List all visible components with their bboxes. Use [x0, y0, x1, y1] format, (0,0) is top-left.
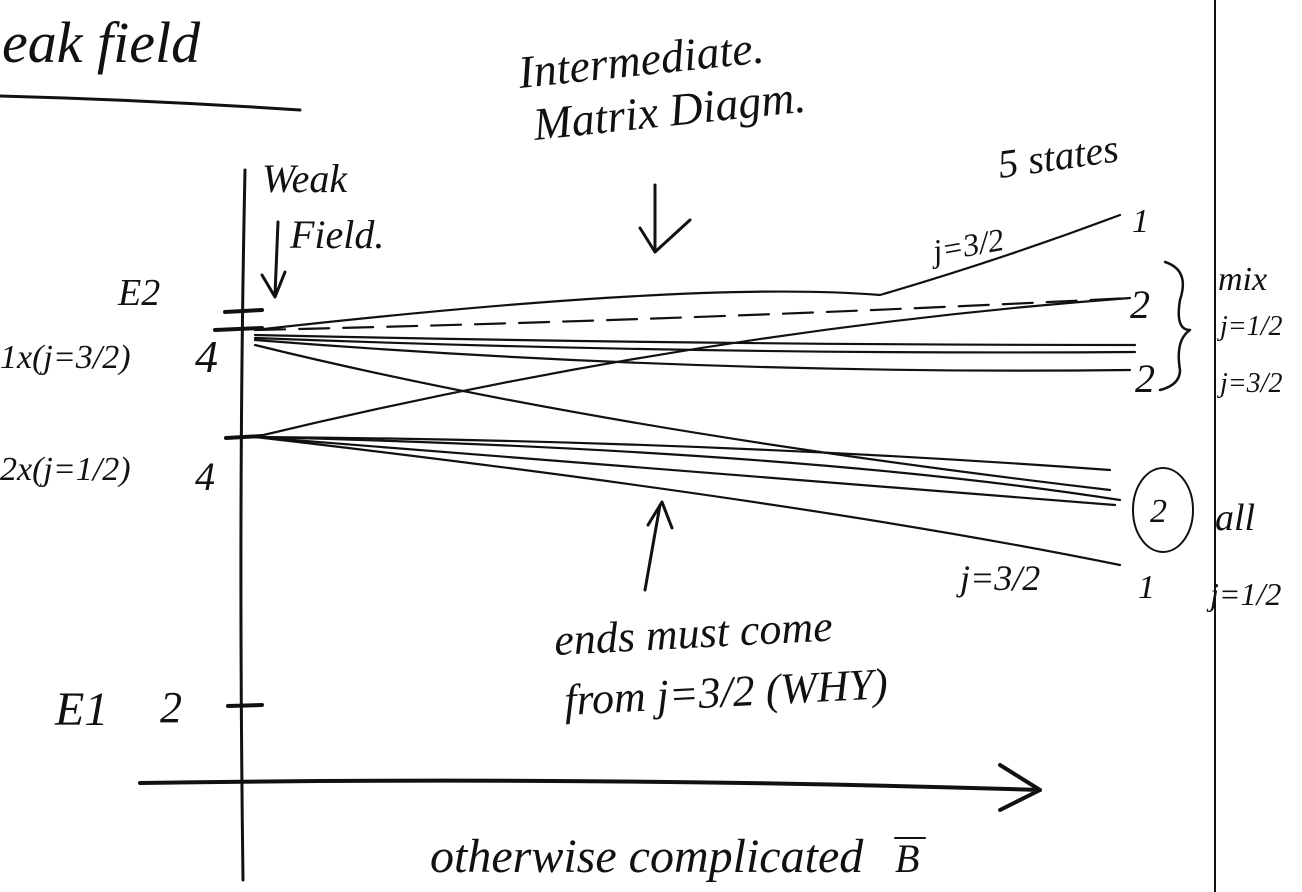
brace: [1160, 262, 1190, 390]
level-label: 4: [195, 454, 215, 499]
level-label: 4: [195, 331, 218, 382]
label: 2: [1135, 356, 1155, 401]
arrow: [645, 502, 672, 590]
tick: [215, 310, 262, 706]
label: mix: [1218, 261, 1267, 298]
title: eak field: [2, 10, 201, 75]
title-underline: [0, 96, 300, 110]
energy-axis: [241, 170, 245, 880]
label: j=3/2: [926, 221, 1006, 270]
level-label: 2: [160, 683, 182, 732]
axis-caption: otherwise complicated: [430, 830, 864, 883]
label: 2: [1150, 493, 1167, 530]
level-label: E1: [54, 683, 108, 736]
label: 1: [1138, 569, 1155, 606]
diagram: eak field Intermediate. Matrix Diagm. We…: [0, 0, 1302, 892]
note-text: Weak: [262, 156, 348, 201]
label: j=1/2: [1217, 311, 1282, 342]
label: 5 states: [995, 125, 1121, 186]
label: j=3/2: [1217, 368, 1282, 399]
label: j=1/2: [1206, 576, 1281, 612]
level-label: 2x(j=1/2): [0, 451, 131, 488]
level-label: E2: [117, 272, 160, 314]
level-label: 1x(j=3/2): [0, 339, 131, 376]
note-text: from j=3/2 (WHY): [563, 659, 889, 725]
level-lines: [255, 215, 1135, 565]
label: all: [1215, 497, 1255, 539]
axis-symbol: B: [895, 836, 919, 881]
label: 2: [1130, 282, 1150, 327]
note-text: Field.: [289, 212, 384, 257]
arrow: [262, 222, 285, 297]
label: j=3/2: [956, 558, 1040, 598]
field-axis: [140, 765, 1040, 810]
label: 1: [1132, 203, 1149, 240]
note-text: ends must come: [553, 601, 834, 665]
arrow: [640, 185, 690, 252]
